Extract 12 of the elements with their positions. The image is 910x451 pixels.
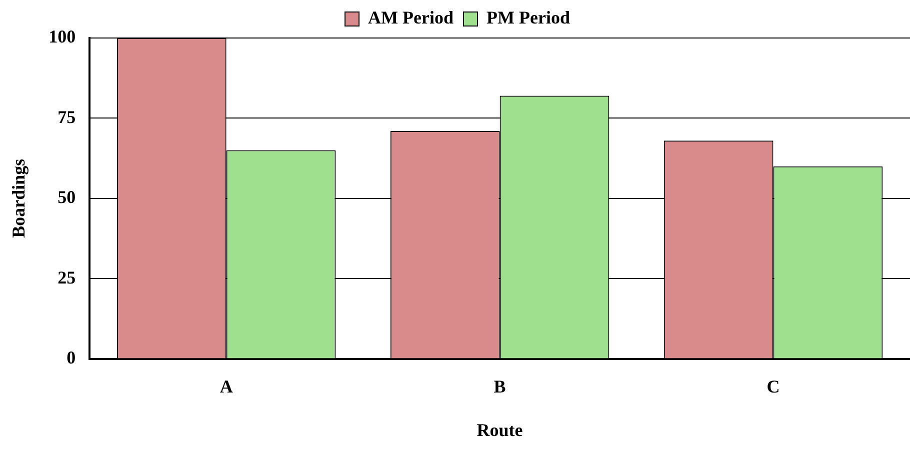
y-tick-label: 100 [48, 26, 76, 47]
y-tick-label: 25 [58, 267, 76, 288]
legend-label: AM Period [368, 8, 454, 28]
y-tick-label: 50 [58, 187, 76, 208]
x-axis-title: Route [476, 420, 523, 440]
y-tick-label: 75 [58, 106, 76, 127]
legend-label: PM Period [486, 8, 570, 28]
x-tick-label: C [766, 376, 780, 396]
y-axis-title: Boardings [8, 158, 28, 238]
y-tick-label: 0 [66, 347, 76, 368]
x-tick-label: A [220, 376, 233, 396]
x-tick-label: B [494, 376, 506, 396]
